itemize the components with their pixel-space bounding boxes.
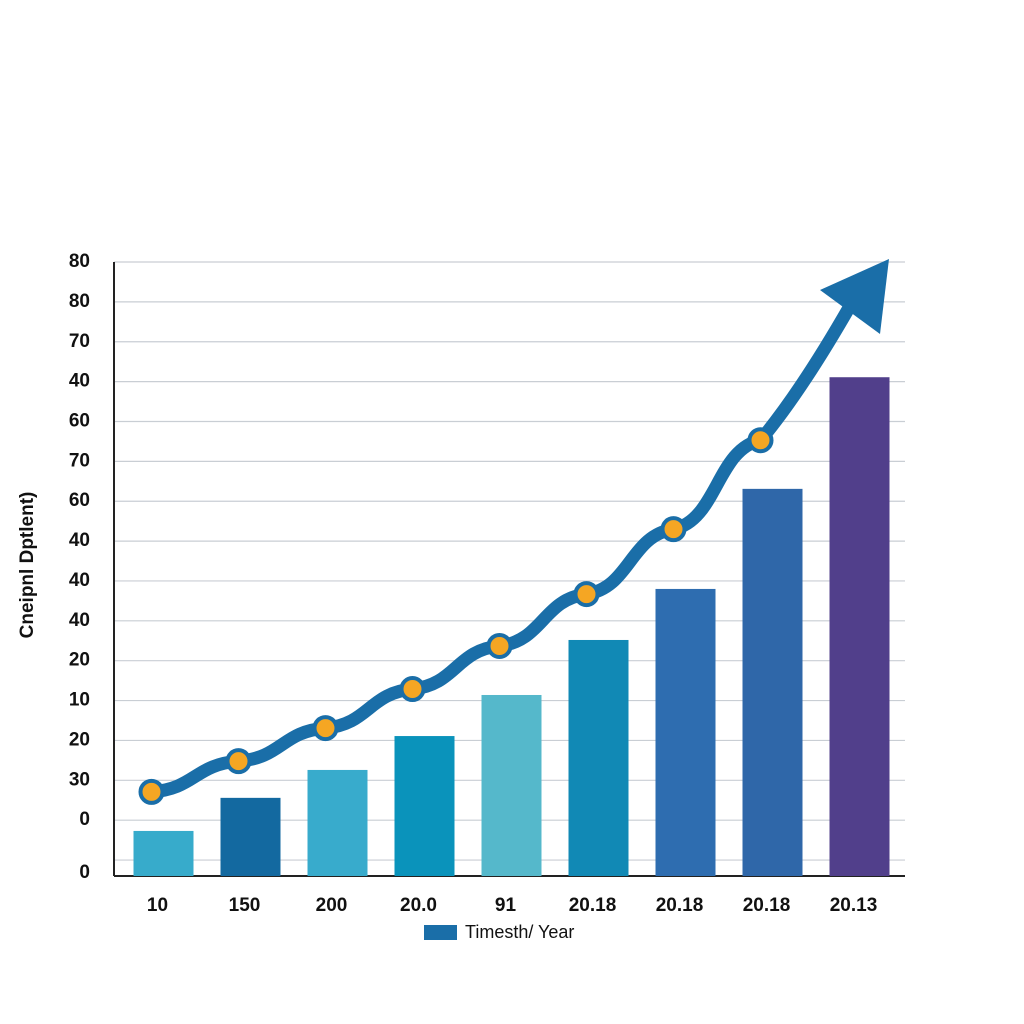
x-tick-label: 20.18 bbox=[743, 895, 791, 916]
trend-arrow-shaft bbox=[754, 299, 857, 447]
bar bbox=[220, 797, 281, 876]
y-tick-label: 60 bbox=[69, 490, 90, 511]
legend-label: Timesth/ Year bbox=[465, 922, 574, 942]
y-tick-label: 70 bbox=[69, 450, 90, 471]
line-marker bbox=[225, 748, 252, 775]
bar bbox=[307, 769, 368, 876]
y-tick-label: 70 bbox=[69, 331, 90, 352]
y-tick-label: 60 bbox=[69, 410, 90, 431]
x-tick-label: 20.18 bbox=[569, 895, 617, 916]
y-axis-title: Cneipnl Dptlent) bbox=[17, 492, 38, 639]
x-tick-label: 10 bbox=[147, 895, 168, 916]
bar bbox=[481, 694, 542, 876]
x-tick-label: 150 bbox=[229, 895, 261, 916]
y-tick-label: 40 bbox=[69, 371, 90, 392]
y-tick-label: 20 bbox=[69, 650, 90, 671]
line-marker bbox=[660, 516, 687, 543]
y-tick-label: 10 bbox=[69, 690, 90, 711]
x-tick-label: 200 bbox=[316, 895, 348, 916]
bar bbox=[829, 377, 890, 876]
x-tick-label: 20.18 bbox=[656, 895, 704, 916]
y-tick-label: 30 bbox=[69, 769, 90, 790]
y-tick-label: 20 bbox=[69, 729, 90, 750]
bar bbox=[133, 830, 194, 876]
y-tick-label: 0 bbox=[79, 809, 90, 830]
line-marker bbox=[573, 581, 600, 608]
x-tick-label: 20.0 bbox=[400, 895, 437, 916]
bar bbox=[742, 488, 803, 876]
x-tick-label: 20.13 bbox=[830, 895, 878, 916]
line-marker bbox=[138, 778, 165, 805]
bar bbox=[394, 736, 455, 876]
line-marker bbox=[747, 427, 774, 454]
y-tick-label: 40 bbox=[69, 530, 90, 551]
line-marker bbox=[486, 632, 513, 659]
x-tick-label: 91 bbox=[495, 895, 517, 916]
line-marker bbox=[399, 676, 426, 703]
y-tick-label: 40 bbox=[69, 610, 90, 631]
y-tick-label: 0 bbox=[79, 862, 90, 883]
bar bbox=[568, 639, 629, 876]
y-tick-label: 80 bbox=[69, 251, 90, 272]
line-marker bbox=[312, 715, 339, 742]
y-tick-label: 80 bbox=[69, 291, 90, 312]
bar bbox=[655, 588, 716, 876]
trend-arrow-head bbox=[820, 259, 889, 334]
y-tick-label: 40 bbox=[69, 570, 90, 591]
legend-swatch bbox=[424, 925, 457, 940]
